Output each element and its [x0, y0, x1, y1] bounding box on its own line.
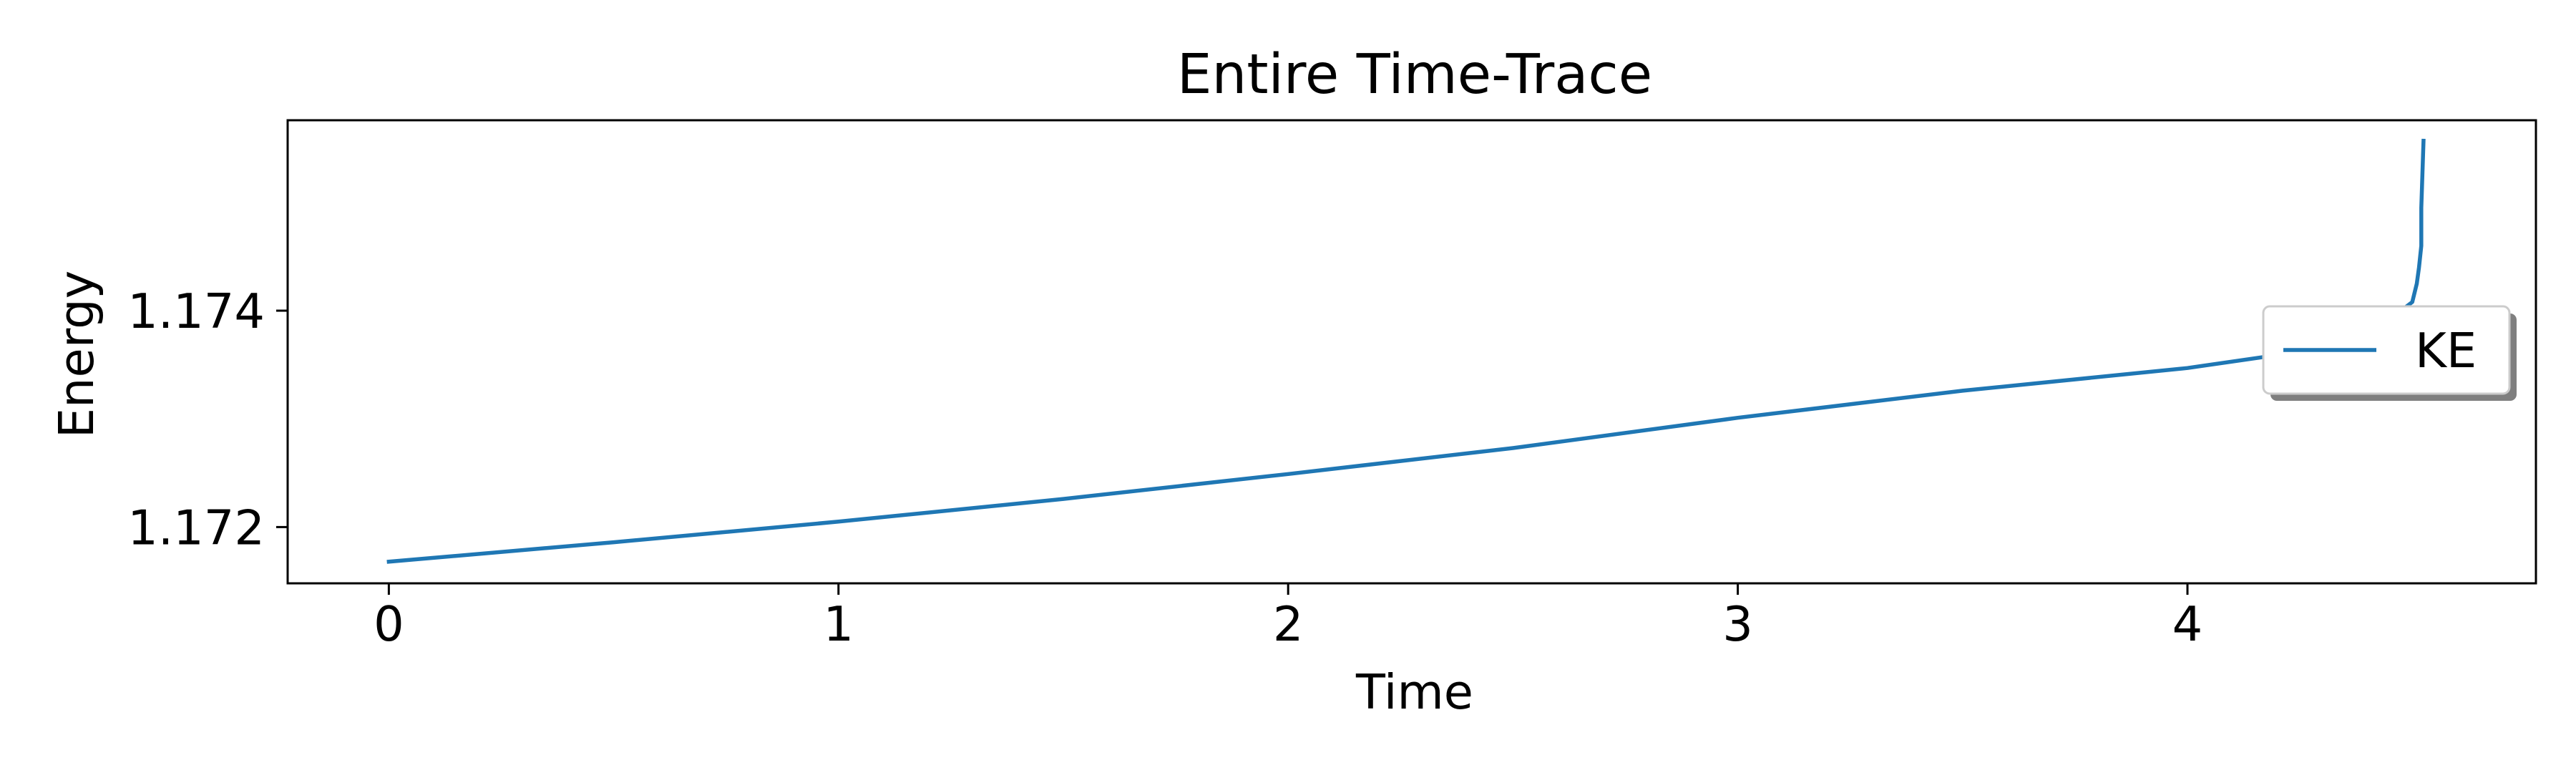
series-line-ke [386, 138, 2426, 564]
plot-frame [286, 119, 2537, 585]
x-tick-label: 0 [374, 596, 404, 652]
x-tick-label: 3 [1722, 596, 1753, 652]
y-tick-label: 1.172 [127, 500, 265, 555]
x-tick-label: 2 [1273, 596, 1304, 652]
x-tick-label: 4 [2172, 596, 2203, 652]
x-tick-label: 1 [823, 596, 854, 652]
y-tick-label: 1.174 [127, 283, 265, 339]
legend-box [2262, 305, 2511, 395]
plot-area: 0 1 2 3 4 1.172 1.174 KE [127, 119, 2537, 652]
legend-label: KE [2415, 323, 2477, 379]
x-axis-label: Time [1355, 664, 1473, 720]
chart-title: Entire Time-Trace [1177, 43, 1652, 107]
y-axis-label: Energy [49, 271, 104, 439]
